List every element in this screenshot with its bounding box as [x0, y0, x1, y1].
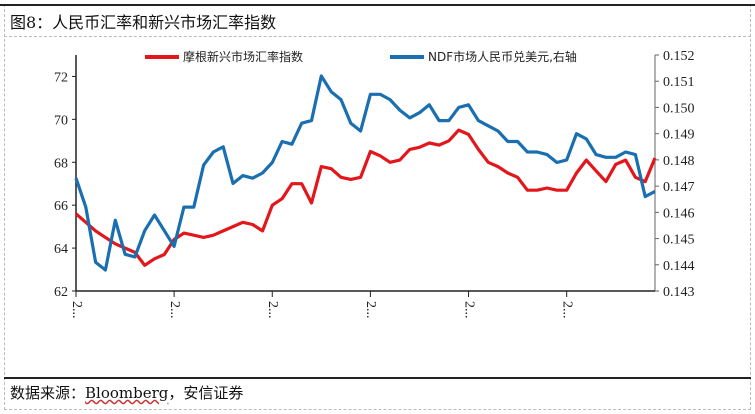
- right-tick-label: 0.150: [663, 101, 695, 116]
- top-rule: [0, 4, 755, 6]
- x-tick-label: 2...: [265, 301, 280, 319]
- x-tick-label: 2...: [461, 301, 476, 319]
- legend-label: 摩根新兴市场汇率指数: [183, 49, 303, 64]
- right-tick-label: 0.143: [663, 285, 695, 300]
- right-tick-label: 0.152: [663, 49, 695, 64]
- right-tick-label: 0.148: [663, 154, 695, 169]
- x-tick-label: 2...: [363, 301, 378, 319]
- source-prefix: 数据来源：: [10, 384, 86, 402]
- figure-title: 图8：人民币汇率和新兴市场汇率指数: [10, 13, 277, 32]
- left-tick-label: 72: [54, 70, 68, 85]
- x-tick-label: 2...: [69, 301, 84, 319]
- x-tick-label: 2...: [559, 301, 574, 319]
- title-divider: [4, 36, 751, 37]
- left-tick-label: 70: [54, 113, 68, 128]
- source-name: Bloomberg: [85, 384, 169, 402]
- legend-label: NDF市场人民币兑美元,右轴: [428, 49, 577, 64]
- right-tick-label: 0.144: [663, 259, 695, 274]
- right-tick-label: 0.147: [663, 180, 695, 195]
- left-tick-label: 62: [54, 285, 68, 300]
- source-note: 数据来源：Bloomberg，安信证券: [10, 382, 243, 403]
- left-tick-label: 64: [54, 242, 68, 257]
- bottom-rule: [4, 377, 751, 379]
- source-suffix: ，安信证券: [168, 384, 244, 402]
- right-tick-label: 0.145: [663, 233, 695, 248]
- right-tick-label: 0.149: [663, 128, 695, 143]
- series-line-ndf-cny: [74, 74, 656, 272]
- right-tick-label: 0.146: [663, 206, 695, 221]
- series-line-em-index: [74, 128, 657, 267]
- left-tick-label: 68: [54, 156, 68, 171]
- right-tick-label: 0.151: [663, 75, 695, 90]
- x-tick-label: 2...: [167, 301, 182, 319]
- left-tick-label: 66: [54, 199, 68, 214]
